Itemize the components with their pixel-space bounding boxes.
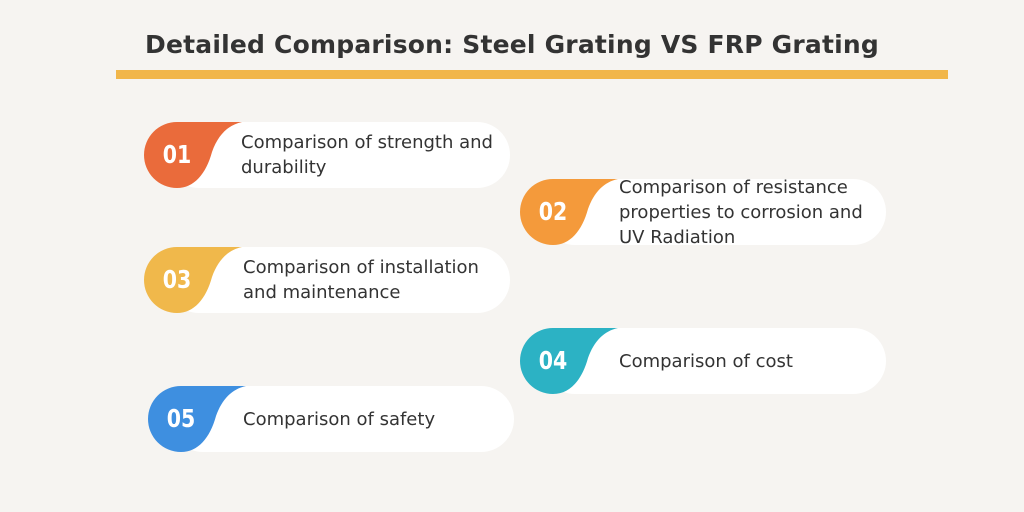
item-number: 03 (162, 265, 192, 294)
item-card (170, 386, 514, 452)
comparison-item-04: 04 Comparison of cost (520, 328, 886, 394)
item-card (542, 328, 886, 394)
number-badge-03 (144, 247, 242, 313)
item-label: Comparison of cost (619, 351, 793, 372)
item-label: Comparison of installation and maintenan… (243, 257, 479, 303)
item-card (166, 122, 510, 188)
number-badge-04 (520, 328, 618, 394)
item-number: 02 (538, 197, 568, 226)
item-label: Comparison of safety (243, 409, 436, 430)
item-number: 01 (162, 140, 192, 169)
number-badge-02 (520, 179, 618, 245)
item-card (166, 247, 510, 313)
page-title: Detailed Comparison: Steel Grating VS FR… (145, 30, 879, 59)
item-number: 04 (538, 346, 568, 375)
item-label: Comparison of strength and durability (241, 132, 493, 178)
comparison-item-05: 05 Comparison of safety (148, 386, 514, 452)
item-number: 05 (166, 404, 196, 433)
item-label: Comparison of resistance properties to c… (619, 177, 863, 248)
item-card (542, 179, 886, 245)
comparison-item-01: 01 Comparison of strength and durability (144, 122, 510, 188)
number-badge-05 (148, 386, 246, 452)
title-underline (116, 70, 948, 79)
comparison-item-02: 02 Comparison of resistance properties t… (520, 177, 886, 248)
comparison-item-03: 03 Comparison of installation and mainte… (144, 247, 510, 313)
number-badge-01 (144, 122, 242, 188)
